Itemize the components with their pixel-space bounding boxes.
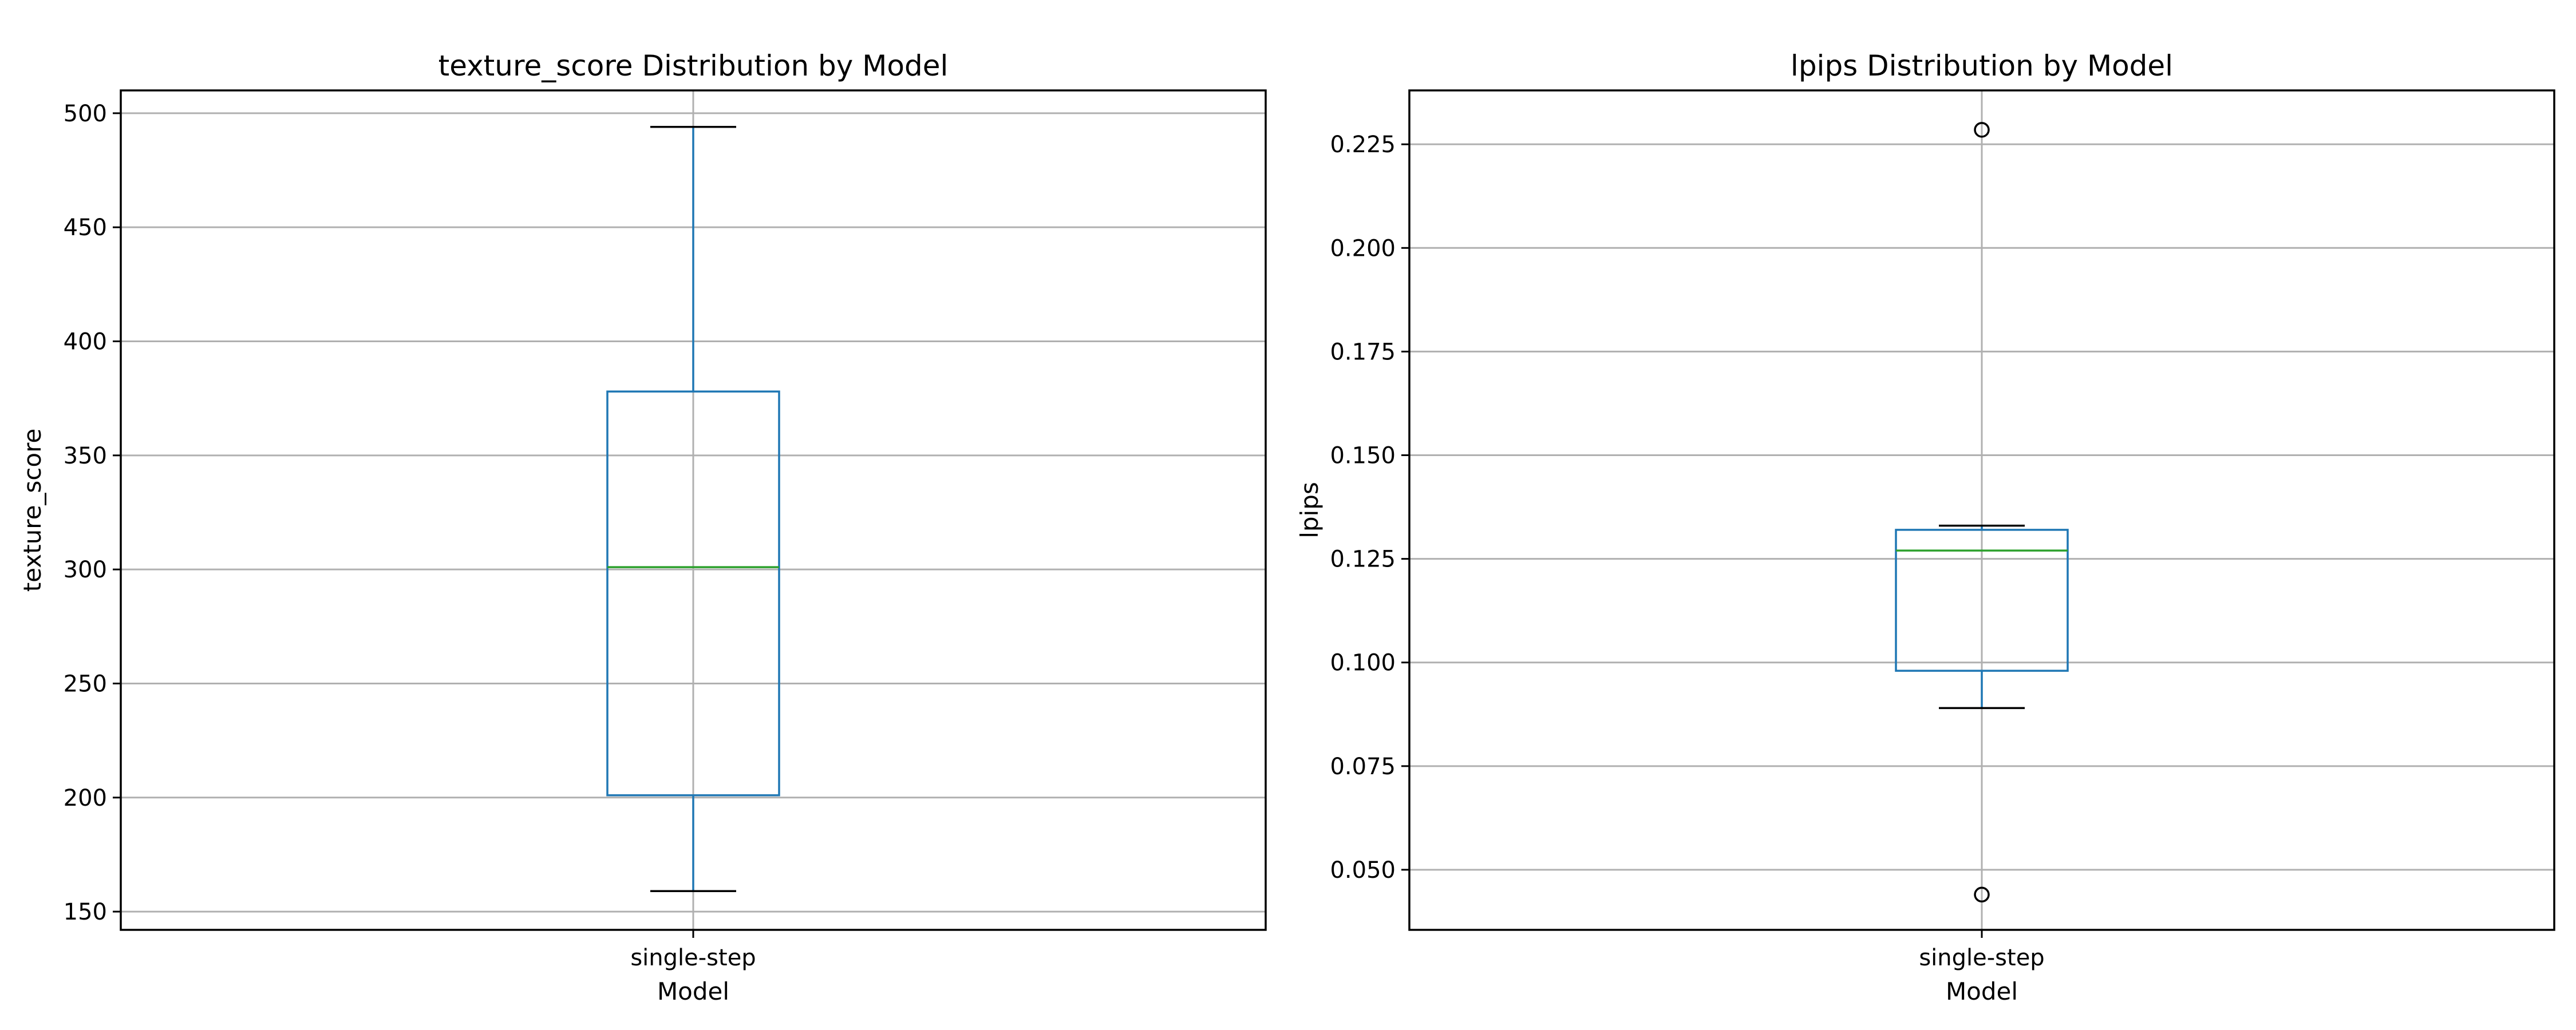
iqr-box (1895, 529, 2069, 672)
chart-title: lpips Distribution by Model (1791, 49, 2173, 82)
y-tick-label: 350 (64, 443, 107, 469)
y-tick-label: 200 (64, 785, 107, 811)
y-tick-label: 150 (64, 899, 107, 925)
y-tick-label: 0.150 (1330, 443, 1396, 469)
iqr-box (606, 390, 780, 797)
y-tick-label: 250 (64, 671, 107, 697)
y-tick-label: 0.100 (1330, 650, 1396, 676)
y-tick-label: 0.050 (1330, 857, 1396, 884)
y-tick-label: 500 (64, 101, 107, 127)
y-axis-label: lpips (1295, 482, 1323, 538)
texture-score-panel: 150 200 250 300 350 400 450 500 single-step textu… (18, 49, 1267, 1005)
y-tick-label: 400 (64, 329, 107, 355)
y-axis-label: texture_score (18, 429, 46, 592)
y-tick-label: 450 (64, 215, 107, 241)
y-tick-label: 0.075 (1330, 754, 1396, 780)
y-tick-label: 300 (64, 557, 107, 583)
plot-frame (120, 89, 1267, 931)
x-tick-label: single-step (630, 945, 756, 971)
x-axis-label: Model (1946, 977, 2018, 1005)
y-tick-label: 0.200 (1330, 235, 1396, 262)
x-axis-label: Model (657, 977, 729, 1005)
y-tick-label: 0.125 (1330, 546, 1396, 573)
x-tick-label: single-step (1919, 945, 2044, 971)
outlier-point (1974, 886, 1990, 903)
lpips-panel: 0.050 0.075 0.100 0.125 0.150 0.175 0.200 0.225… (1295, 49, 2555, 1005)
y-tick-label: 0.225 (1330, 132, 1396, 158)
plot-frame (1408, 89, 2555, 931)
outlier-point (1974, 122, 1990, 138)
y-tick-label: 0.175 (1330, 339, 1396, 365)
chart-title: texture_score Distribution by Model (438, 49, 949, 82)
